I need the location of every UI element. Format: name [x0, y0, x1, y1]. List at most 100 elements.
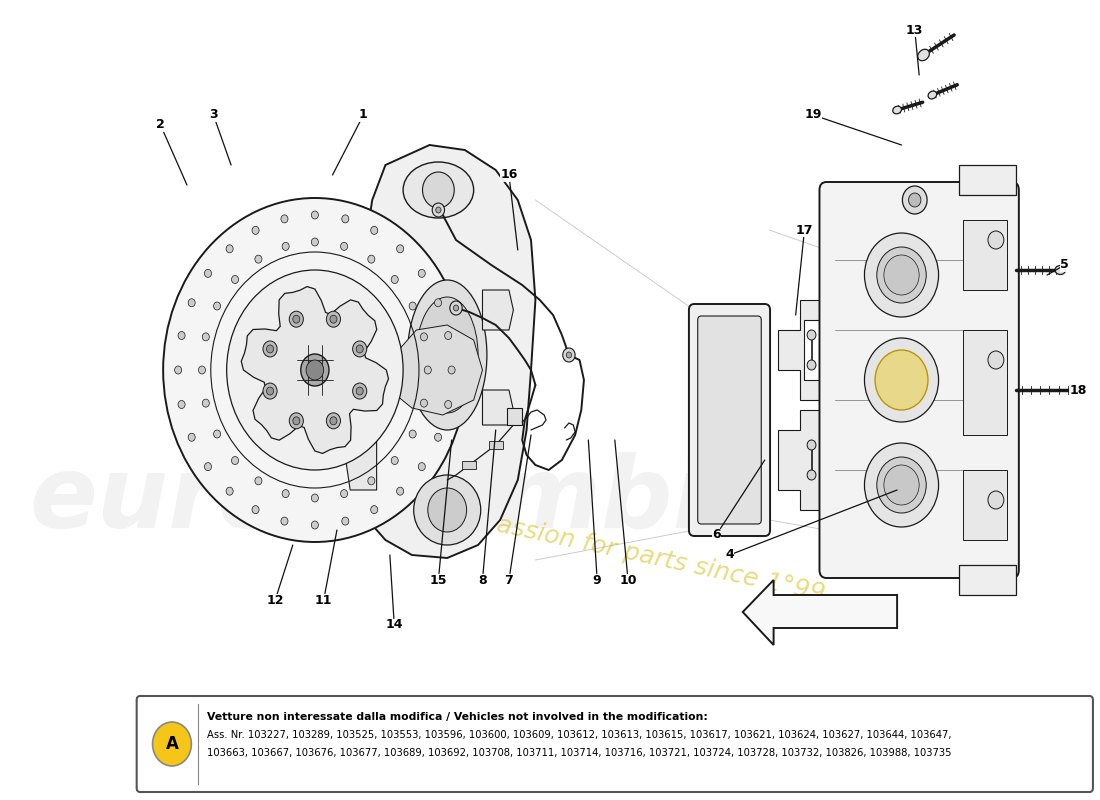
Text: 15: 15 — [430, 440, 452, 586]
Circle shape — [566, 352, 572, 358]
Circle shape — [436, 207, 441, 213]
Circle shape — [988, 351, 1004, 369]
Ellipse shape — [917, 50, 930, 61]
Ellipse shape — [877, 247, 926, 303]
Text: 2: 2 — [156, 118, 187, 185]
Circle shape — [444, 331, 452, 339]
Circle shape — [397, 487, 404, 495]
Polygon shape — [964, 220, 1008, 290]
Text: Ass. Nr. 103227, 103289, 103525, 103553, 103596, 103600, 103609, 103612, 103613,: Ass. Nr. 103227, 103289, 103525, 103553,… — [207, 730, 952, 740]
Circle shape — [252, 310, 258, 318]
Text: 1: 1 — [332, 109, 367, 175]
Ellipse shape — [865, 443, 938, 527]
Circle shape — [280, 215, 288, 223]
Circle shape — [205, 462, 211, 470]
Text: euroricambi: euroricambi — [29, 451, 706, 549]
Circle shape — [263, 383, 277, 399]
Text: 17: 17 — [795, 223, 813, 315]
Circle shape — [231, 275, 239, 283]
Circle shape — [213, 430, 221, 438]
Circle shape — [389, 366, 396, 374]
Circle shape — [563, 348, 575, 362]
Ellipse shape — [928, 91, 937, 99]
Circle shape — [434, 434, 441, 442]
Circle shape — [293, 417, 300, 425]
Text: 103663, 103667, 103676, 103677, 103689, 103692, 103708, 103711, 103714, 103716, : 103663, 103667, 103676, 103677, 103689, … — [207, 748, 952, 758]
Circle shape — [371, 506, 377, 514]
Circle shape — [198, 366, 206, 374]
Circle shape — [255, 477, 262, 485]
Polygon shape — [462, 461, 476, 469]
Circle shape — [392, 275, 398, 283]
Circle shape — [311, 521, 318, 529]
Ellipse shape — [407, 280, 487, 430]
Circle shape — [298, 453, 305, 461]
Ellipse shape — [1069, 386, 1078, 394]
Circle shape — [311, 238, 318, 246]
Circle shape — [311, 211, 318, 219]
Circle shape — [273, 442, 279, 450]
Circle shape — [233, 366, 241, 374]
FancyBboxPatch shape — [689, 304, 770, 536]
Polygon shape — [959, 565, 1016, 595]
Text: 14: 14 — [385, 555, 403, 631]
Circle shape — [227, 270, 403, 470]
Circle shape — [350, 290, 358, 298]
Polygon shape — [488, 441, 503, 449]
Circle shape — [266, 387, 274, 395]
Circle shape — [409, 430, 416, 438]
FancyBboxPatch shape — [697, 316, 761, 524]
Circle shape — [444, 401, 452, 409]
Text: 16: 16 — [500, 169, 518, 250]
Circle shape — [263, 341, 277, 357]
Ellipse shape — [295, 200, 324, 540]
Ellipse shape — [414, 475, 481, 545]
Circle shape — [420, 399, 428, 407]
Text: A: A — [165, 735, 178, 753]
Text: 10: 10 — [615, 440, 637, 586]
Circle shape — [434, 298, 441, 306]
Polygon shape — [742, 580, 898, 645]
Text: 13: 13 — [906, 23, 923, 75]
Ellipse shape — [280, 200, 310, 540]
Circle shape — [213, 302, 221, 310]
Text: 8: 8 — [478, 430, 496, 586]
Text: 18: 18 — [1056, 383, 1087, 397]
Circle shape — [409, 302, 416, 310]
Circle shape — [453, 305, 459, 311]
Circle shape — [188, 434, 195, 442]
Circle shape — [205, 270, 211, 278]
Circle shape — [266, 345, 274, 353]
Circle shape — [353, 341, 366, 357]
FancyBboxPatch shape — [136, 696, 1093, 792]
Ellipse shape — [416, 297, 478, 413]
Circle shape — [341, 490, 348, 498]
Text: Vetture non interessate dalla modifica / Vehicles not involved in the modificati: Vetture non interessate dalla modifica /… — [207, 712, 708, 722]
Circle shape — [807, 330, 816, 340]
Circle shape — [252, 226, 260, 234]
Ellipse shape — [884, 360, 920, 400]
Circle shape — [371, 226, 377, 234]
Circle shape — [342, 215, 349, 223]
Circle shape — [330, 417, 337, 425]
Circle shape — [327, 413, 341, 429]
Circle shape — [202, 399, 209, 407]
Text: 5: 5 — [1047, 258, 1069, 275]
Text: 19: 19 — [804, 109, 902, 145]
Ellipse shape — [877, 457, 926, 513]
Circle shape — [353, 383, 366, 399]
Circle shape — [324, 279, 332, 287]
Circle shape — [273, 290, 279, 298]
Ellipse shape — [877, 352, 926, 408]
Text: a passion for parts since 1°99: a passion for parts since 1°99 — [455, 504, 827, 606]
Circle shape — [239, 396, 245, 404]
Polygon shape — [345, 430, 376, 490]
Ellipse shape — [290, 200, 320, 540]
Text: 9: 9 — [588, 440, 602, 586]
Circle shape — [384, 396, 392, 404]
Text: 7: 7 — [505, 435, 531, 586]
Circle shape — [422, 172, 454, 208]
Circle shape — [306, 360, 323, 380]
Circle shape — [298, 279, 305, 287]
Polygon shape — [241, 286, 388, 454]
